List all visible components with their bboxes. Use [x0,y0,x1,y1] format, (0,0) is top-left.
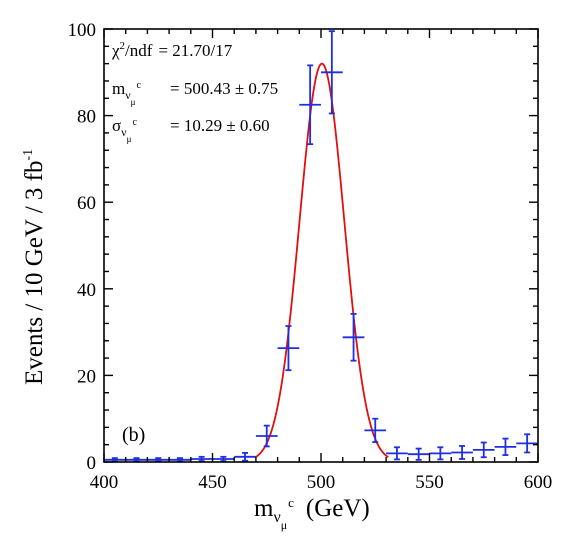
axis-tick-labels: 400 450 500 550 600 0 20 40 60 80 100 [68,20,553,493]
y-tick-label: 20 [77,366,96,387]
x-axis-title: mνμc (GeV) [254,495,370,532]
data-point [321,30,343,115]
data-point [516,433,538,454]
data-point [407,447,430,461]
x-tick-label: 600 [524,472,553,493]
data-point [212,455,235,463]
y-axis-title: Events / 10 GeV / 3 fb-1 [21,149,48,385]
data-point [169,457,191,463]
data-point [342,313,365,362]
y-tick-label: 100 [68,20,97,41]
y-tick-label: 40 [77,280,96,301]
data-point [364,417,387,443]
sigma-annotation: σνμc = 10.29 ± 0.60 [112,116,270,144]
data-point [451,445,473,460]
data-point [277,325,300,372]
data-point [494,437,517,456]
x-tick-label: 450 [198,472,227,493]
data-point [386,446,408,461]
data-point [255,424,278,448]
mass-annotation: mνμc = 500.43 ± 0.75 [112,79,278,107]
y-tick-label: 0 [87,453,97,474]
data-point [190,455,213,463]
data-point [299,64,321,146]
data-point [429,446,452,461]
fit-curve [255,62,389,458]
x-tick-label: 400 [90,472,119,493]
panel-label: (b) [122,424,145,446]
data-point [234,452,256,462]
data-point [125,457,148,463]
x-tick-label: 500 [307,472,336,493]
y-tick-label: 80 [77,107,96,128]
axis-ticks [103,28,539,463]
data-point [104,457,126,463]
data-point [147,457,170,463]
x-tick-label: 550 [415,472,444,493]
chi2-annotation: χ2/ndf = 21.70/17 [111,40,233,60]
y-tick-label: 60 [77,193,96,214]
data-point [472,441,495,459]
